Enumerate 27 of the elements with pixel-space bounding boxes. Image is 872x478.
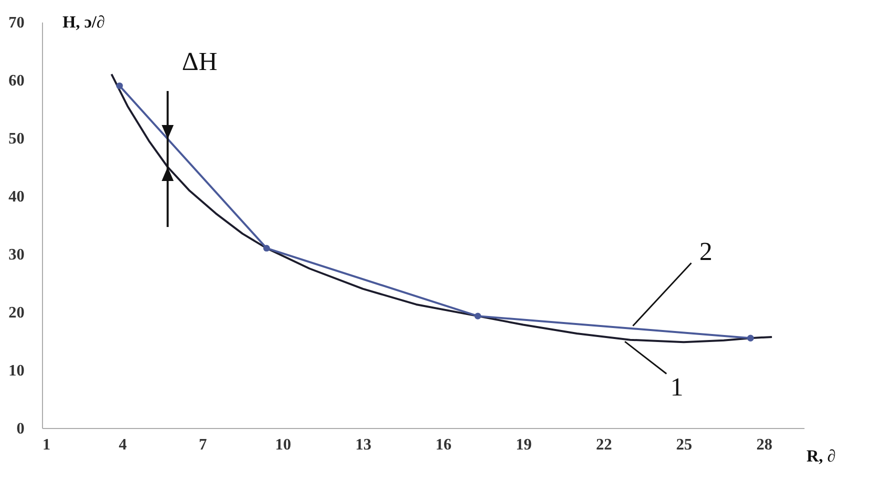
annotation: ΔH xyxy=(182,47,218,76)
x-tick-label: 4 xyxy=(118,436,127,454)
annotation: 2 xyxy=(699,236,712,266)
point xyxy=(263,244,270,252)
annotation: 1 xyxy=(670,372,684,402)
x-tick-label: 10 xyxy=(275,436,292,454)
point xyxy=(116,82,123,90)
point xyxy=(474,312,482,320)
x-tick-label: 1 xyxy=(42,436,50,454)
x-tick-label: 19 xyxy=(516,436,532,454)
y-tick-label: 70 xyxy=(8,14,24,32)
y-tick-label: 20 xyxy=(8,304,24,322)
y-tick-label: 60 xyxy=(8,72,24,90)
y-tick-label: 0 xyxy=(16,420,24,438)
x-tick-label: 16 xyxy=(436,436,452,454)
x-axis-title: R, ∂ xyxy=(806,446,836,466)
x-tick-label: 7 xyxy=(198,436,207,454)
y-axis-title: H, ɔ/∂ xyxy=(62,12,105,32)
y-tick-label: 30 xyxy=(8,246,24,264)
y-tick-label: 40 xyxy=(8,188,24,206)
x-tick-label: 13 xyxy=(355,436,372,454)
point xyxy=(747,334,754,342)
x-tick-label: 22 xyxy=(596,436,612,454)
y-tick-label: 50 xyxy=(8,130,24,148)
x-tick-label: 25 xyxy=(676,436,692,454)
x-tick-label: 28 xyxy=(756,436,772,454)
y-tick-label: 10 xyxy=(8,362,24,380)
